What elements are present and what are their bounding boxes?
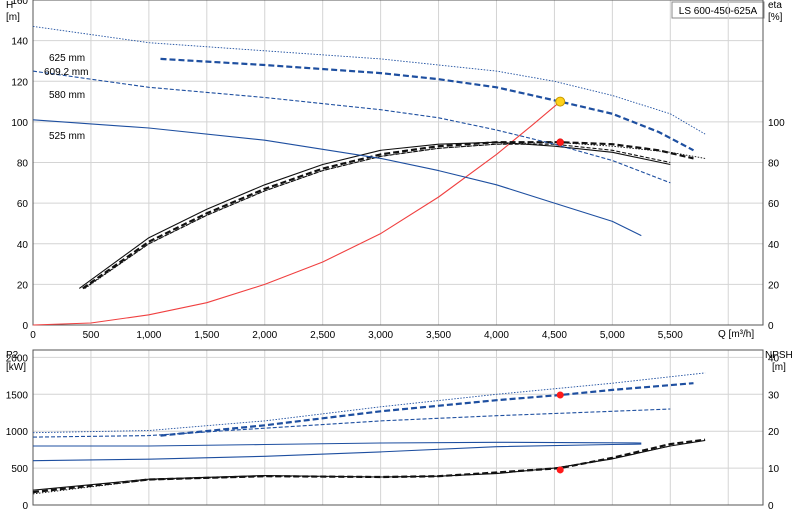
head-curve	[160, 57, 695, 152]
eta-tick-label: 80	[768, 159, 780, 170]
flow-axis-label: Q [m³/h]	[718, 329, 754, 340]
head-tick-label: 120	[11, 77, 28, 88]
head-curve	[32, 119, 642, 237]
head-tick-label: 100	[11, 118, 28, 129]
power-curve	[32, 443, 642, 462]
x-tick-label: 2,500	[310, 330, 335, 341]
power-tick-label: 1500	[6, 390, 29, 401]
eta-axis-unit: [%]	[768, 12, 783, 23]
npsh-axis-label: NPSH	[765, 350, 793, 361]
head-curve-label: 625 mm	[49, 53, 85, 64]
npsh-tick-label: 20	[768, 427, 780, 438]
plot-frame	[32, 349, 764, 506]
eta-axis-label: eta	[768, 0, 782, 11]
x-tick-label: 3,500	[426, 330, 451, 341]
head-tick-label: 20	[17, 280, 29, 291]
power-curve	[160, 382, 694, 437]
system-curve	[32, 101, 561, 326]
x-tick-label: 5,500	[658, 330, 683, 341]
head-curve-label: 609.2 mm	[44, 67, 88, 78]
npsh-curve	[32, 438, 706, 494]
efficiency-curve	[83, 143, 671, 289]
efficiency-curve	[82, 141, 694, 290]
head-curve-label: 580 mm	[49, 90, 85, 101]
head-tick-label: 40	[17, 240, 29, 251]
head-tick-label: 60	[17, 199, 29, 210]
x-tick-label: 5,000	[600, 330, 625, 341]
eta-tick-label: 40	[768, 240, 780, 251]
power-axis-unit: [kW]	[6, 362, 26, 373]
efficiency-curve	[78, 141, 671, 289]
x-tick-label: 4,000	[484, 330, 509, 341]
power-curve	[32, 372, 706, 434]
x-tick-label: 3,000	[368, 330, 393, 341]
x-tick-label: 0	[30, 330, 36, 341]
model-label-box	[671, 1, 765, 19]
x-tick-label: 2,000	[252, 330, 277, 341]
npsh-point-marker	[556, 466, 564, 474]
power-axis-label: P2	[6, 350, 19, 361]
npsh-tick-label: 10	[768, 464, 780, 475]
npsh-axis-unit: [m]	[772, 362, 786, 373]
head-efficiency-plot: 0 500 1,000 1,500 2,000 2,500 3,000 3,500 4,000 4…	[11, 0, 785, 341]
head-tick-label: 140	[11, 37, 28, 48]
model-label: LS 600-450-625A	[679, 6, 758, 17]
x-tick-label: 1,500	[194, 330, 219, 341]
eta-tick-label: 60	[768, 199, 780, 210]
head-axis-unit: [m]	[6, 12, 20, 23]
eta-tick-label: 100	[768, 118, 785, 129]
head-tick-label: 0	[22, 321, 28, 332]
power-tick-label: 500	[11, 464, 28, 475]
head-tick-label: 160	[11, 0, 28, 7]
npsh-tick-label: 30	[768, 390, 780, 401]
power-npsh-plot: 0 500 1000 1500 2000 0 10 20 30 40	[6, 349, 780, 512]
power-tick-label: 2000	[6, 353, 29, 364]
efficiency-point-marker	[556, 138, 564, 146]
eta-tick-label: 0	[768, 321, 774, 332]
power-point-marker	[556, 391, 564, 399]
plot-frame	[32, 0, 764, 326]
head-curve-label: 525 mm	[49, 131, 85, 142]
power-tick-label: 0	[22, 501, 28, 512]
duty-point-marker	[555, 96, 566, 107]
head-curve	[32, 70, 671, 184]
x-tick-label: 1,000	[136, 330, 161, 341]
x-tick-label: 500	[83, 330, 100, 341]
head-curve	[32, 25, 706, 135]
x-tick-label: 4,500	[542, 330, 567, 341]
power-curve	[33, 441, 642, 447]
power-curve	[32, 408, 671, 438]
npsh-curve	[32, 439, 706, 491]
npsh-tick-label: 40	[768, 353, 780, 364]
npsh-tick-label: 0	[768, 501, 774, 512]
head-axis-label: H	[6, 0, 13, 11]
power-tick-label: 1000	[6, 427, 29, 438]
eta-tick-label: 20	[768, 280, 780, 291]
head-tick-label: 80	[17, 159, 29, 170]
